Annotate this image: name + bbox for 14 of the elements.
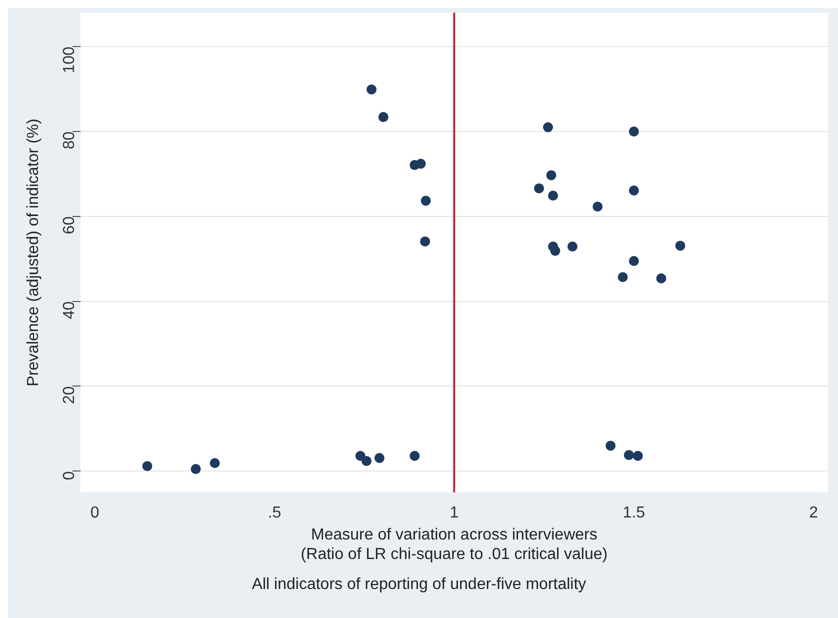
y-tick-label: 40 [60,301,78,320]
x-tick-label: 1.5 [622,504,646,522]
y-tick-label: 100 [60,46,78,74]
x-tick-label: 2 [809,504,818,522]
y-tick-label: 60 [60,216,78,234]
x-tick-label: 0 [90,504,100,522]
y-axis-title: Prevalence (adjusted) of indicator (%) [25,118,42,386]
x-axis-title: Measure of variation across interviewers (Ratio of LR chi-square to .01 critical value) [300,526,608,563]
y-tick-label: 0 [60,471,78,480]
y-tick-label: 80 [60,131,78,150]
text: All indicators of reporting of under-five mortality [250,576,588,594]
x-tick-label: 1 [450,504,459,522]
x-tick-label: .5 [268,504,282,522]
y-tick-label: 20 [60,386,78,404]
